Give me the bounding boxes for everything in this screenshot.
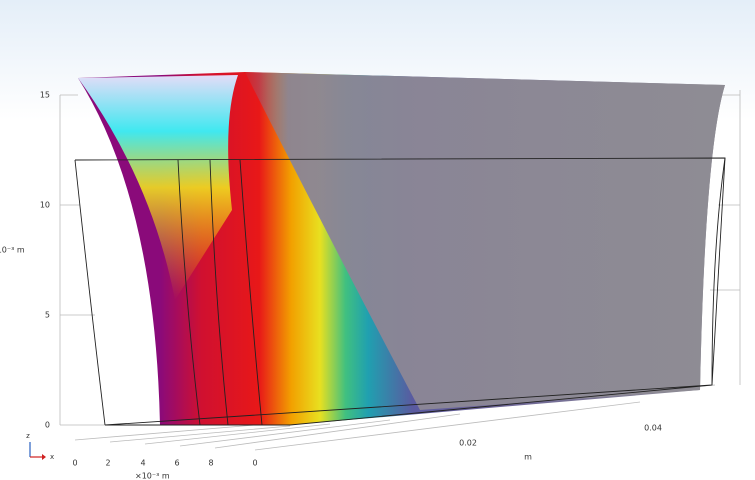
y-unit: m: [524, 453, 532, 462]
x-tick-label: 4: [140, 459, 145, 468]
y-tick-label: 0.02: [459, 439, 477, 448]
x-tick-label: 8: [208, 459, 213, 468]
surface-top: [78, 75, 238, 300]
y-tick-label: 0.04: [644, 424, 662, 433]
x-tick-label: 6: [174, 459, 179, 468]
x-unit: ×10⁻³ m: [135, 472, 170, 480]
triad-label: x: [50, 453, 54, 461]
triad-label: z: [26, 432, 30, 440]
surface-back: [245, 72, 725, 410]
axis-triad: z x: [26, 432, 54, 461]
x-tick-label: 0: [72, 459, 77, 468]
z-tick-label: 0: [45, 421, 50, 430]
z-tick-label: 15: [40, 91, 50, 100]
x-tick-label: 2: [105, 459, 110, 468]
z-unit: ×10⁻³ m: [0, 246, 25, 255]
wireframe: [74, 157, 726, 426]
x-tick-label: 0: [252, 459, 257, 468]
z-tick-label: 5: [45, 311, 50, 320]
z-tick-label: 10: [40, 201, 50, 210]
